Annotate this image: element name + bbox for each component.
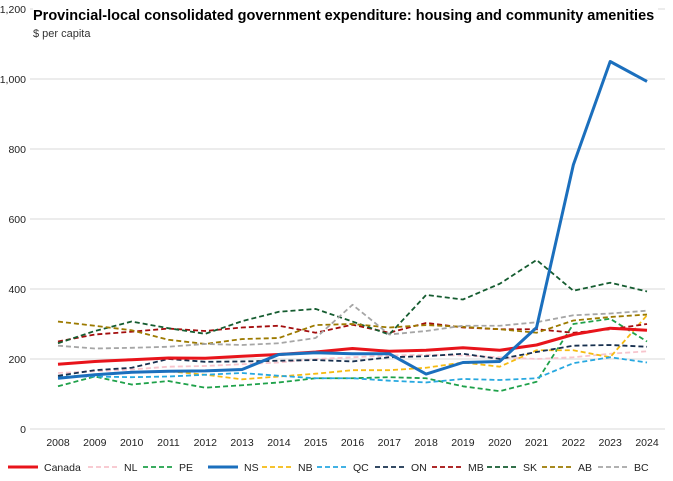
legend-item-bc: BC <box>598 462 649 474</box>
legend-item-canada: Canada <box>8 462 81 474</box>
legend-label: PE <box>179 462 193 474</box>
legend-label: AB <box>578 462 592 474</box>
legend-label: NB <box>298 462 313 474</box>
legend-item-ns: NS <box>208 462 259 474</box>
x-tick-label: 2008 <box>46 437 70 449</box>
x-tick-label: 2009 <box>83 437 107 449</box>
series-line <box>57 303 648 350</box>
x-tick-label: 2014 <box>267 437 291 449</box>
series-ns <box>57 60 648 380</box>
y-tick-label: 200 <box>8 354 26 366</box>
legend-item-nb: NB <box>262 462 313 474</box>
legend-label: NS <box>244 462 259 474</box>
y-tick-label: 1,200 <box>0 4 26 16</box>
x-tick-label: 2011 <box>157 437 180 449</box>
x-tick-label: 2019 <box>451 437 475 449</box>
series-nl <box>57 350 648 374</box>
y-tick-label: 400 <box>8 284 26 296</box>
x-tick-label: 2024 <box>635 437 659 449</box>
legend-label: SK <box>523 462 537 474</box>
legend-label: ON <box>411 462 427 474</box>
x-tick-label: 2023 <box>599 437 623 449</box>
x-tick-label: 2015 <box>304 437 328 449</box>
x-tick-label: 2020 <box>488 437 512 449</box>
legend-label: NL <box>124 462 138 474</box>
legend-label: Canada <box>44 462 81 474</box>
x-tick-label: 2016 <box>341 437 365 449</box>
legend-label: QC <box>353 462 369 474</box>
x-tick-label: 2012 <box>194 437 218 449</box>
series-line <box>58 356 648 384</box>
y-tick-label: 1,000 <box>0 74 26 86</box>
y-axis-label: $ per capita <box>33 28 91 40</box>
x-tick-label: 2017 <box>378 437 402 449</box>
x-tick-label: 2018 <box>414 437 438 449</box>
y-tick-label: 800 <box>8 144 26 156</box>
x-tick-label: 2021 <box>525 437 549 449</box>
x-tick-label: 2010 <box>120 437 144 449</box>
series-ab <box>57 313 648 345</box>
x-tick-label: 2013 <box>230 437 254 449</box>
y-tick-label: 600 <box>8 214 26 226</box>
series-qc <box>57 356 648 384</box>
legend-item-mb: MB <box>432 462 484 474</box>
legend-label: MB <box>468 462 484 474</box>
chart-title: Provincial-local consolidated government… <box>33 8 659 24</box>
legend-item-nl: NL <box>88 462 138 474</box>
series-on <box>57 344 648 377</box>
legend-item-qc: QC <box>317 462 369 474</box>
series-line <box>57 350 648 374</box>
series-bc <box>57 303 648 350</box>
y-tick-label: 0 <box>20 424 26 436</box>
legend-item-sk: SK <box>487 462 537 474</box>
x-tick-label: 2022 <box>562 437 586 449</box>
legend-item-ab: AB <box>542 462 592 474</box>
legend-label: BC <box>634 462 649 474</box>
legend-item-on: ON <box>375 462 427 474</box>
legend-item-pe: PE <box>143 462 193 474</box>
